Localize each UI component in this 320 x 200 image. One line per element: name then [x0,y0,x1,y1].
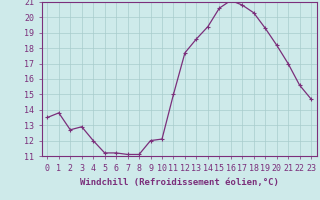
X-axis label: Windchill (Refroidissement éolien,°C): Windchill (Refroidissement éolien,°C) [80,178,279,187]
